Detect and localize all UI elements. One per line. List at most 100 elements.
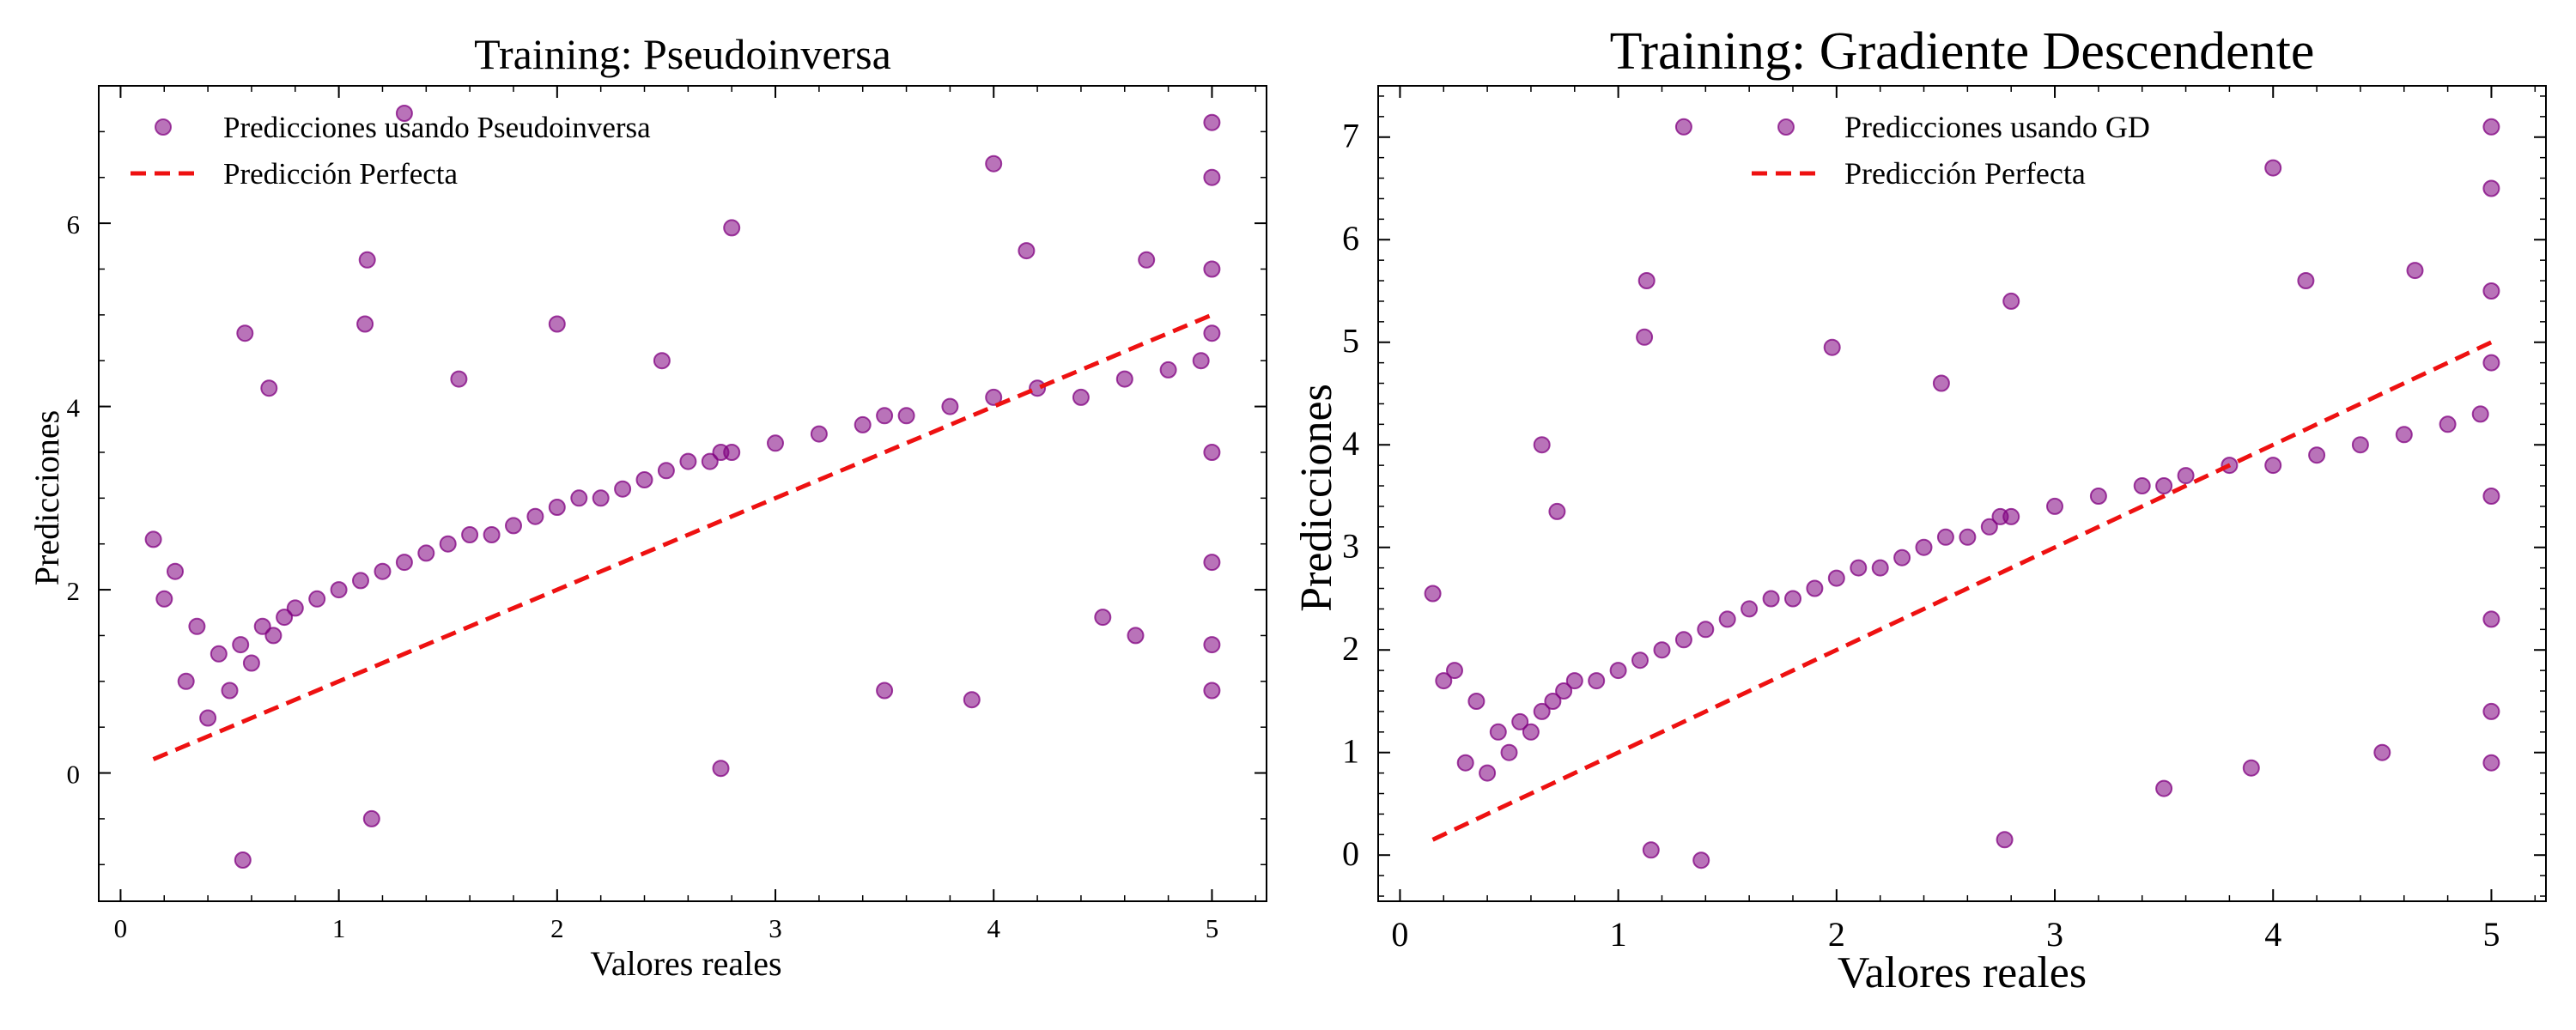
scatter-point [2089, 488, 2107, 505]
scatter-point [155, 590, 173, 608]
scatter-point [2482, 282, 2500, 300]
scatter-point [2002, 507, 2020, 525]
scatter-point [767, 434, 784, 452]
x-tick-label: 2 [550, 913, 564, 943]
legend-marker-predicciones [1777, 118, 1795, 136]
scatter-point [1548, 502, 1566, 520]
scatter-point [2155, 779, 2173, 797]
scatter-point [985, 154, 1003, 173]
x-axis-label: Valores reales [590, 944, 781, 983]
scatter-point [1203, 682, 1221, 700]
axes-frame [98, 85, 1267, 902]
scatter-point [260, 379, 278, 397]
scatter-point [526, 507, 544, 525]
scatter-point [1533, 702, 1551, 720]
legend-label-predicciones: Predicciones usando Pseudoinversa [223, 111, 651, 144]
scatter-point [1893, 548, 1911, 566]
scatter-point [1674, 631, 1692, 649]
scatter-point [1424, 585, 1442, 603]
scatter-point [1636, 328, 1654, 346]
scatter-point [2482, 702, 2500, 720]
y-tick-label: 6 [1342, 219, 1359, 258]
legend-label-predicciones: Predicciones usando GD [1844, 110, 2150, 144]
scatter-point [1850, 559, 1868, 577]
x-tick-label: 0 [1391, 915, 1408, 954]
scatter-point [1827, 569, 1845, 587]
y-tick-label: 2 [1342, 629, 1359, 668]
scatter-point [374, 562, 392, 580]
scatter-point [1138, 251, 1156, 269]
scatter-point [236, 324, 254, 342]
scatter-point [167, 562, 184, 580]
scatter-point [1631, 651, 1649, 670]
scatter-point [1555, 682, 1573, 700]
x-axis-label: Valores reales [1838, 948, 2087, 997]
scatter-point [810, 425, 828, 443]
plot-area: 0 1 2 3 4 5 0 2 4 6 [67, 85, 1267, 943]
scatter-point [1203, 554, 1221, 572]
scatter-point [1674, 118, 1692, 136]
scatter-point [221, 682, 239, 700]
scatter-point [2177, 467, 2195, 485]
scatter-point [854, 415, 872, 433]
scatter-point [635, 471, 653, 488]
scatter-point [1489, 723, 1507, 741]
x-tick-label: 3 [2046, 915, 2063, 954]
scatter-point [679, 452, 697, 470]
scatter-point [1915, 538, 1933, 556]
scatter-point [210, 645, 228, 663]
scatter-point [941, 397, 959, 415]
scatter-point [1018, 242, 1036, 260]
scatter-point [1446, 662, 1463, 680]
scatter-point [1479, 764, 1497, 782]
scatter-point [188, 617, 206, 635]
scatter-point [614, 480, 632, 498]
scatter-point [1094, 609, 1112, 627]
scatter-point [548, 499, 566, 516]
scatter-point [653, 352, 671, 370]
scatter-point [1762, 590, 1780, 608]
scatter-point [1959, 528, 1977, 546]
scatter-point [876, 682, 894, 700]
legend: Predicciones usando Pseudoinversa Predic… [131, 111, 651, 191]
scatter-point [1159, 360, 1177, 379]
legend: Predicciones usando GD Predicción Perfec… [1752, 110, 2150, 191]
scatter-point [1718, 610, 1736, 628]
scatter-point [2373, 743, 2391, 761]
scatter-point [358, 251, 376, 269]
scatter-point [1203, 113, 1221, 131]
scatter-panel-gradiente-descendente: Training: Gradiente Descendente Valores … [1292, 22, 2547, 997]
scatter-point [2482, 118, 2500, 136]
scatter-point [1533, 436, 1551, 454]
y-tick-label: 4 [1342, 424, 1359, 463]
scatter-point [1522, 723, 1540, 741]
scatter-point [592, 489, 610, 507]
scatter-point [483, 526, 501, 543]
scatter-point [712, 760, 730, 778]
scatter-point [395, 554, 413, 572]
scatter-point [1115, 370, 1133, 388]
y-tick-label: 0 [67, 760, 81, 790]
scatter-point [330, 581, 348, 599]
scatter-point [1741, 600, 1759, 618]
perfect-prediction-line [1431, 340, 2493, 842]
scatter-point [362, 809, 380, 827]
scatter-point [2133, 477, 2151, 494]
scatter-point [1980, 518, 1998, 536]
scatter-point [2308, 446, 2326, 464]
scatter-point [253, 617, 271, 635]
y-tick-label: 7 [1342, 117, 1359, 155]
scatter-point [2482, 754, 2500, 772]
y-axis-label: Predicciones [27, 410, 66, 585]
scatter-point [1435, 672, 1453, 690]
x-tick-label: 4 [2264, 915, 2281, 954]
x-tick-label: 2 [1828, 915, 1845, 954]
chart-title: Training: Gradiente Descendente [1610, 22, 2315, 81]
x-tick-label: 0 [114, 913, 128, 943]
scatter-point [2002, 292, 2020, 310]
scatter-point [1203, 168, 1221, 186]
scatter-point [1203, 324, 1221, 342]
scatter-point [1784, 590, 1801, 608]
scatter-point [548, 315, 566, 333]
scatter-point [1127, 627, 1145, 645]
